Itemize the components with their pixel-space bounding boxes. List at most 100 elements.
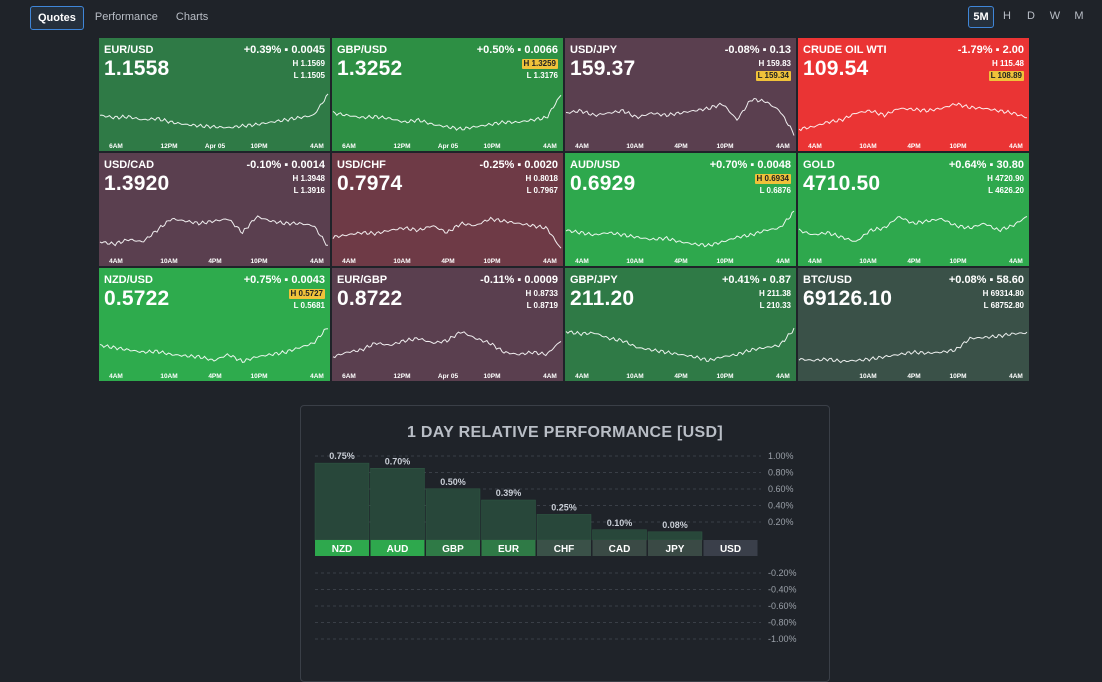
sparkline-x-tick: 12PM [394,143,411,150]
bar-value-label: 0.50% [440,477,466,487]
sparkline-x-tick: 4AM [310,258,324,265]
sparkline-path [99,93,329,130]
quote-tile-usd-chf[interactable]: USD/CHF 0.7974 -0.25% ▪ 0.0020 H 0.8018 L 0.… [332,153,563,266]
quote-high: H 1.1569 [292,59,325,68]
category-label-bg [315,540,369,556]
quote-tile-gbp-jpy[interactable]: GBP/JPY 211.20 +0.41% ▪ 0.87 H 211.38 L 210.… [565,268,796,381]
y-tick-label: -1.00% [768,634,797,644]
sparkline-x-tick: 4AM [776,143,790,150]
sparkline-x-tick: 10AM [626,143,643,150]
sparkline-x-tick: 12PM [161,143,178,150]
sparkline-x-tick: 10PM [484,143,501,150]
sparkline-x-tick: 4AM [808,143,822,150]
category-label-bg [648,540,702,556]
quote-symbol: EUR/GBP [337,274,388,286]
bar-gbp [425,488,481,541]
quote-tile-eur-usd[interactable]: EUR/USD 1.1558 +0.39% ▪ 0.0045 H 1.1569 L 1.… [99,38,330,151]
sparkline-x-tick: 4PM [674,143,687,150]
timeframe-h-button[interactable]: H [1003,10,1011,22]
quote-change: -0.08% ▪ 0.13 [724,44,791,56]
timeframe-5m-button[interactable]: 5M [968,6,994,28]
sparkline-x-tick: 4AM [109,373,123,380]
quote-price: 4710.50 [803,172,881,195]
bar-aud [370,468,425,541]
y-tick-label: 0.20% [768,517,794,527]
timeframe-m-button[interactable]: M [1074,10,1084,22]
quote-tile-btc-usd[interactable]: BTC/USD 69126.10 +0.08% ▪ 58.60 H 69314.80 L… [798,268,1029,381]
quote-low: L 0.7967 [526,186,558,195]
quote-low: L 1.1505 [293,71,325,80]
bar-value-label: 0.70% [385,456,411,466]
quote-high: H 69314.80 [982,289,1024,298]
quote-change: -0.25% ▪ 0.0020 [479,159,558,171]
sparkline-x-tick: 4AM [543,258,557,265]
sparkline-x-tick: 10AM [859,258,876,265]
sparkline-x-tick: 4PM [208,258,221,265]
quote-symbol: BTC/USD [803,274,852,286]
category-label-eur: EUR [498,544,520,555]
performance-chart: 1.00% 0.80% 0.60% 0.40% 0.20% -0.20% -0.40% -0.… [314,451,797,644]
quote-low: L 0.6876 [759,186,791,195]
quote-tile-gbp-usd[interactable]: GBP/USD 1.3252 +0.50% ▪ 0.0066 H 1.3259 L 1.… [332,38,563,151]
quote-symbol: AUD/USD [570,159,621,171]
quote-symbol: GBP/JPY [570,274,618,286]
quote-change: +0.50% ▪ 0.0066 [476,44,558,56]
bar-value-label: 0.75% [329,451,355,461]
quote-tile-crude-oil-wti[interactable]: CRUDE OIL WTI 109.54 -1.79% ▪ 2.00 H 115.48… [798,38,1029,151]
sparkline-x-tick: 4PM [208,373,221,380]
quote-symbol: USD/JPY [570,44,618,56]
quote-price: 0.8722 [337,287,403,310]
quote-high: H 0.8018 [525,174,558,183]
sparkline-x-tick: 6AM [342,143,356,150]
sparkline-x-tick: 10AM [160,258,177,265]
category-label-jpy: JPY [666,544,685,555]
quote-sparkline: 4AM 10AM 4PM 10PM 4AM [565,327,795,380]
quote-high: H 0.5727 [288,289,325,299]
sparkline-x-tick: 4AM [575,143,589,150]
sparkline-x-tick: 10PM [251,143,268,150]
quote-high: H 1.3259 [521,59,558,69]
tab-performance[interactable]: Performance [94,11,158,23]
sparkline-x-tick: Apr 05 [438,373,459,380]
sparkline-x-tick: 10PM [251,258,268,265]
timeframe-w-button[interactable]: W [1049,10,1061,22]
sparkline-x-tick: 4AM [109,258,123,265]
quote-price: 0.6929 [570,172,636,195]
quote-tile-eur-gbp[interactable]: EUR/GBP 0.8722 -0.11% ▪ 0.0009 H 0.8733 L 0.… [332,268,563,381]
quote-tile-nzd-usd[interactable]: NZD/USD 0.5722 +0.75% ▪ 0.0043 H 0.5727 L 0.… [99,268,330,381]
quote-price: 109.54 [803,57,869,80]
sparkline-x-tick: 4AM [776,373,790,380]
bar-value-label: 0.08% [662,520,688,530]
tab-charts[interactable]: Charts [175,11,209,23]
quote-change: +0.39% ▪ 0.0045 [243,44,325,56]
quote-low: L 68752.80 [983,301,1024,310]
bar-value-label: 0.39% [496,488,522,498]
category-label-bg [592,540,647,556]
quote-low: L 1.3916 [293,186,325,195]
quote-symbol: USD/CHF [337,159,386,171]
quote-tile-gold[interactable]: GOLD 4710.50 +0.64% ▪ 30.80 H 4720.90 L 4626… [798,153,1029,266]
sparkline-path [798,216,1028,242]
bar-nzd [314,462,370,541]
category-label-bg [370,540,425,556]
quote-tile-aud-usd[interactable]: AUD/USD 0.6929 +0.70% ▪ 0.0048 H 0.6934 L 0.… [565,153,796,266]
quote-tile-usd-cad[interactable]: USD/CAD 1.3920 -0.10% ▪ 0.0014 H 1.3948 L 1.… [99,153,330,266]
category-label-usd: USD [720,544,741,555]
sparkline-x-tick: 4AM [575,258,589,265]
quote-sparkline: 6AM 12PM Apr 05 10PM 4AM [99,93,329,150]
sparkline-x-tick: 10AM [160,373,177,380]
y-tick-label: -0.60% [768,601,797,611]
timeframe-d-button[interactable]: D [1027,10,1035,22]
category-label-bg [481,540,536,556]
quote-change: +0.70% ▪ 0.0048 [709,159,791,171]
quote-sparkline: 4AM 10AM 4PM 10PM 4AM [798,216,1028,265]
quote-change: -0.11% ▪ 0.0009 [480,274,558,286]
sparkline-x-tick: 4PM [907,143,920,150]
top-nav: Quotes Performance Charts [30,6,215,30]
quote-symbol: NZD/USD [104,274,153,286]
sparkline-path [99,215,328,247]
sparkline-x-tick: 4AM [575,373,589,380]
quote-tile-usd-jpy[interactable]: USD/JPY 159.37 -0.08% ▪ 0.13 H 159.83 L 159.… [565,38,796,151]
tab-quotes[interactable]: Quotes [30,6,84,30]
quote-sparkline: 4AM 10AM 4PM 10PM 4AM [565,97,795,150]
